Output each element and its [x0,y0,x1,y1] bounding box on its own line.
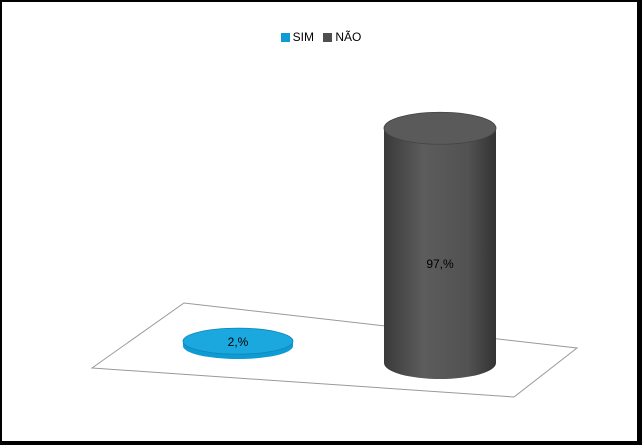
bar-no: 97,% [384,112,496,379]
data-label-0: 2,% [228,335,249,349]
bar-sim: 2,% [183,328,293,359]
bar-top-1 [384,112,496,144]
floor-plane [92,303,577,397]
data-label-1: 97,% [426,257,454,271]
bar-body-1 [384,128,496,379]
